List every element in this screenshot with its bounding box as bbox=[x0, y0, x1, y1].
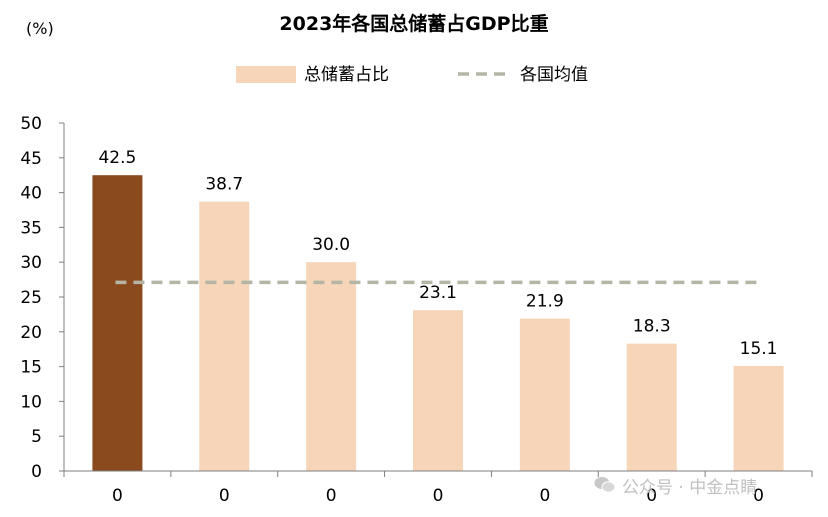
y-tick-label: 35 bbox=[20, 218, 42, 238]
data-label: 15.1 bbox=[740, 339, 778, 359]
watermark-text: 公众号 · 中金点睛 bbox=[622, 477, 758, 498]
legend: 总储蓄占比 各国均值 bbox=[236, 65, 588, 85]
bar bbox=[733, 365, 784, 471]
x-tick-label: 0 bbox=[539, 486, 550, 506]
y-tick-label: 10 bbox=[20, 392, 42, 412]
x-tick-label: 0 bbox=[646, 486, 657, 506]
y-tick-label: 20 bbox=[20, 323, 42, 343]
y-tick-label: 40 bbox=[20, 184, 42, 204]
data-label: 23.1 bbox=[419, 283, 457, 303]
bar bbox=[519, 318, 570, 471]
x-axis: 0 0 0 0 0 0 0 bbox=[63, 470, 813, 506]
y-tick-label: 45 bbox=[20, 149, 42, 169]
bar bbox=[626, 343, 677, 471]
legend-swatch-bar bbox=[236, 66, 296, 83]
x-tick-label: 0 bbox=[326, 486, 337, 506]
bars: 42.5 38.7 30.0 23.1 21.9 18.3 15.1 bbox=[92, 148, 784, 471]
wechat-icon bbox=[594, 476, 616, 494]
legend-label-average: 各国均值 bbox=[520, 65, 588, 85]
data-label: 21.9 bbox=[526, 292, 564, 312]
data-label: 38.7 bbox=[205, 175, 243, 195]
data-label: 30.0 bbox=[312, 235, 350, 255]
bar bbox=[306, 262, 357, 471]
x-tick-label: 0 bbox=[219, 486, 230, 506]
watermark: 公众号 · 中金点睛 bbox=[594, 473, 758, 498]
y-axis-unit: (%) bbox=[26, 19, 54, 38]
bar bbox=[199, 201, 250, 471]
legend-label-bar: 总储蓄占比 bbox=[304, 65, 389, 85]
y-tick-label: 0 bbox=[31, 462, 42, 482]
chart-title: 2023年各国总储蓄占GDP比重 bbox=[279, 12, 548, 35]
x-tick-label: 0 bbox=[433, 486, 444, 506]
x-tick-label: 0 bbox=[753, 486, 764, 506]
data-label: 18.3 bbox=[633, 317, 671, 337]
bar bbox=[413, 310, 463, 471]
y-tick-label: 25 bbox=[20, 288, 42, 308]
data-label: 42.5 bbox=[98, 148, 136, 168]
bar bbox=[92, 175, 143, 471]
y-axis: 0 5 10 15 20 25 30 35 40 45 50 bbox=[20, 114, 65, 482]
y-tick-label: 15 bbox=[20, 358, 42, 378]
y-tick-label: 30 bbox=[20, 253, 42, 273]
x-tick-label: 0 bbox=[112, 486, 123, 506]
y-tick-label: 5 bbox=[31, 427, 42, 447]
y-tick-label: 50 bbox=[20, 114, 42, 134]
